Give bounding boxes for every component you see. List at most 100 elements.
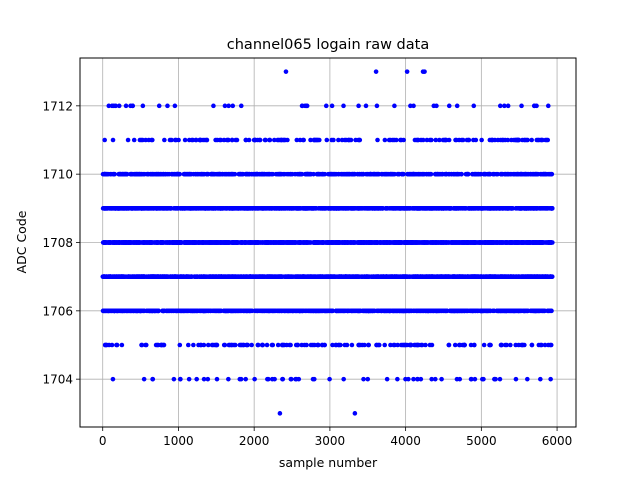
data-point bbox=[534, 240, 539, 245]
data-point bbox=[425, 308, 431, 314]
data-point bbox=[341, 376, 346, 382]
data-point bbox=[264, 342, 270, 348]
data-point bbox=[477, 274, 483, 279]
data-point bbox=[205, 342, 211, 348]
data-point bbox=[106, 240, 112, 245]
data-point bbox=[114, 274, 119, 279]
data-point bbox=[205, 376, 211, 382]
data-point bbox=[296, 274, 302, 279]
data-point bbox=[391, 342, 397, 348]
data-point bbox=[404, 342, 410, 348]
data-point bbox=[418, 376, 424, 382]
data-point bbox=[300, 308, 305, 314]
data-point bbox=[338, 274, 344, 279]
data-point bbox=[272, 376, 277, 382]
data-point bbox=[548, 308, 553, 314]
data-point bbox=[304, 308, 310, 314]
data-point bbox=[252, 376, 257, 382]
data-point bbox=[110, 376, 116, 382]
data-point bbox=[307, 240, 312, 245]
data-point bbox=[430, 308, 435, 314]
data-point bbox=[151, 274, 156, 279]
data-point bbox=[380, 274, 385, 279]
data-point bbox=[131, 274, 137, 279]
data-point bbox=[429, 376, 434, 382]
data-point bbox=[383, 308, 389, 314]
data-point bbox=[244, 274, 250, 279]
data-point bbox=[350, 274, 356, 279]
data-point bbox=[143, 240, 149, 245]
data-point bbox=[526, 240, 531, 245]
data-point bbox=[287, 342, 292, 348]
data-point bbox=[496, 274, 502, 279]
data-point bbox=[226, 376, 231, 382]
data-point bbox=[238, 376, 244, 382]
data-point bbox=[401, 308, 406, 314]
data-point bbox=[548, 274, 553, 279]
data-point bbox=[211, 240, 217, 245]
data-point bbox=[194, 376, 199, 382]
data-point bbox=[115, 308, 121, 314]
data-point bbox=[315, 342, 321, 348]
data-point bbox=[435, 240, 441, 245]
data-point bbox=[524, 308, 530, 314]
data-point bbox=[174, 274, 179, 279]
data-point bbox=[481, 342, 487, 348]
data-point bbox=[362, 274, 367, 279]
data-point bbox=[508, 342, 513, 348]
data-point bbox=[494, 240, 499, 245]
data-point bbox=[156, 274, 161, 279]
data-point bbox=[200, 308, 206, 314]
data-point bbox=[356, 342, 362, 348]
data-point bbox=[158, 342, 164, 348]
data-point bbox=[155, 308, 161, 314]
data-point bbox=[469, 240, 475, 245]
data-point bbox=[539, 342, 544, 348]
data-point bbox=[205, 308, 211, 314]
data-point bbox=[382, 342, 388, 348]
data-point bbox=[310, 376, 316, 382]
data-point bbox=[378, 240, 383, 245]
data-point bbox=[217, 240, 222, 245]
data-point bbox=[419, 274, 424, 279]
data-point bbox=[417, 240, 423, 245]
data-point bbox=[330, 342, 335, 348]
data-point bbox=[392, 308, 398, 314]
data-point bbox=[384, 376, 390, 382]
data-point bbox=[355, 274, 360, 279]
data-point bbox=[325, 240, 330, 245]
data-point bbox=[288, 376, 294, 382]
data-point bbox=[201, 274, 206, 279]
data-point bbox=[546, 342, 551, 348]
data-point bbox=[186, 308, 191, 314]
data-point bbox=[452, 342, 458, 348]
data-point bbox=[372, 274, 377, 279]
data-point bbox=[384, 240, 390, 245]
data-point bbox=[247, 240, 253, 245]
data-point bbox=[414, 274, 420, 279]
data-point bbox=[334, 308, 340, 314]
data-point bbox=[538, 376, 543, 382]
data-point bbox=[312, 274, 318, 279]
data-point bbox=[119, 274, 125, 279]
data-point bbox=[185, 342, 191, 348]
data-point bbox=[465, 240, 470, 245]
data-point bbox=[490, 308, 496, 314]
data-point bbox=[524, 274, 529, 279]
data-point bbox=[143, 342, 148, 348]
data-point bbox=[223, 274, 228, 279]
data-point bbox=[496, 308, 502, 314]
data-point bbox=[186, 274, 191, 279]
data-point bbox=[354, 240, 360, 245]
data-point bbox=[516, 274, 522, 279]
data-point bbox=[241, 342, 246, 348]
data-point bbox=[399, 274, 405, 279]
data-point bbox=[507, 240, 512, 245]
data-point bbox=[232, 308, 238, 314]
data-point bbox=[266, 274, 272, 279]
data-point bbox=[101, 308, 107, 314]
data-point bbox=[468, 342, 474, 348]
data-point bbox=[221, 342, 227, 348]
data-point bbox=[542, 342, 548, 348]
